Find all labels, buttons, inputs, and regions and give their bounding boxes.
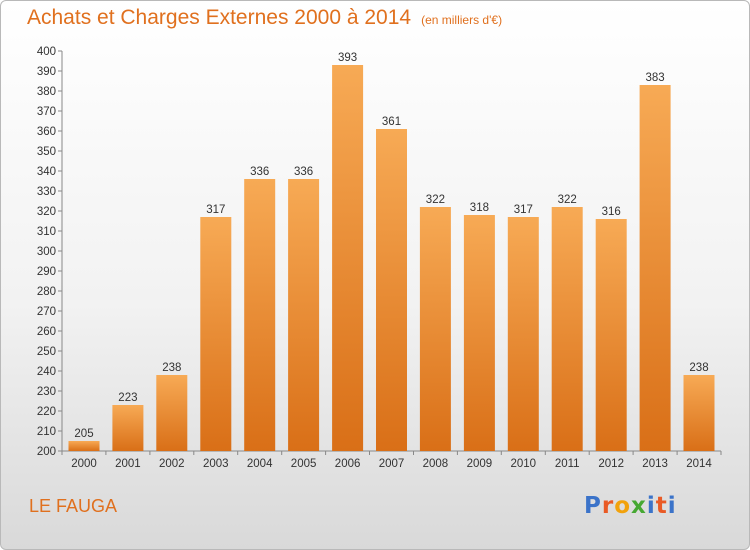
logo-letter: r [601,493,615,519]
x-tick-label: 2006 [335,458,361,470]
y-tick-label: 400 [37,46,56,58]
chart-subtitle: (en milliers d'€) [421,13,503,27]
proxiti-logo[interactable]: Proxiti [584,493,677,519]
y-tick-label: 300 [37,246,56,258]
bar-value-label: 317 [514,204,533,216]
x-tick-label: 2009 [467,458,493,470]
bar [288,179,320,451]
x-tick-label: 2008 [423,458,449,470]
logo-letter: x [631,493,647,519]
logo-letter: i [646,493,656,519]
bar-value-label: 322 [426,194,445,206]
logo-letter: i [667,493,677,519]
bar-value-label: 316 [602,206,621,218]
bar-value-label: 318 [470,202,489,214]
x-tick-label: 2004 [247,458,273,470]
bar [419,207,451,451]
y-tick-label: 260 [37,326,56,338]
bar-value-label: 336 [250,166,269,178]
x-tick-label: 2001 [115,458,141,470]
bar [683,375,715,451]
x-tick-label: 2013 [642,458,668,470]
x-tick-label: 2003 [203,458,229,470]
y-tick-label: 320 [37,206,56,218]
bar-value-label: 205 [74,428,93,440]
y-tick-label: 230 [37,386,56,398]
y-tick-label: 360 [37,126,56,138]
bar [244,179,276,451]
y-tick-label: 200 [37,446,56,458]
y-tick-label: 250 [37,346,56,358]
y-tick-label: 350 [37,146,56,158]
bar [595,219,627,451]
bar-value-label: 223 [118,392,137,404]
y-tick-label: 210 [37,426,56,438]
y-tick-label: 390 [37,66,56,78]
bar [507,217,539,451]
x-tick-label: 2002 [159,458,185,470]
bar-value-label: 336 [294,166,313,178]
y-tick-label: 370 [37,106,56,118]
bar-value-label: 317 [206,204,225,216]
y-tick-label: 280 [37,286,56,298]
y-tick-label: 240 [37,366,56,378]
chart-title: Achats et Charges Externes 2000 à 2014 (e… [27,6,502,30]
logo-letter: t [655,493,668,519]
bar-value-label: 322 [558,194,577,206]
y-tick-label: 290 [37,266,56,278]
x-tick-label: 2014 [686,458,712,470]
logo-letter: P [584,493,602,519]
bar [639,85,671,451]
bar [551,207,583,451]
bar-value-label: 393 [338,52,357,64]
x-tick-label: 2005 [291,458,317,470]
x-tick-label: 2011 [555,458,580,470]
logo-letter: o [614,493,632,519]
bar [68,441,100,451]
bar [112,405,144,451]
bar-value-label: 238 [689,362,708,374]
x-tick-label: 2012 [598,458,624,470]
bar [376,129,407,451]
x-tick-label: 2010 [511,458,537,470]
y-tick-label: 330 [37,186,56,198]
bar [332,65,364,451]
bar [463,215,495,451]
x-tick-label: 2000 [71,458,97,470]
bar [200,217,232,451]
y-tick-label: 310 [37,226,56,238]
bar-value-label: 361 [382,116,401,128]
location-label: LE FAUGA [29,496,118,516]
y-tick-label: 380 [37,86,56,98]
y-tick-label: 220 [37,406,56,418]
bar [156,375,188,451]
x-tick-label: 2007 [379,458,405,470]
chart-bars: 205 223 238 317 336 336 393 361 322 318 317 322 316 3… [68,52,715,451]
title-text: Achats et Charges Externes 2000 à 2014 [27,6,412,29]
bar-value-label: 238 [162,362,181,374]
y-tick-label: 270 [37,306,56,318]
y-tick-label: 340 [37,166,56,178]
bar-value-label: 383 [646,72,665,84]
